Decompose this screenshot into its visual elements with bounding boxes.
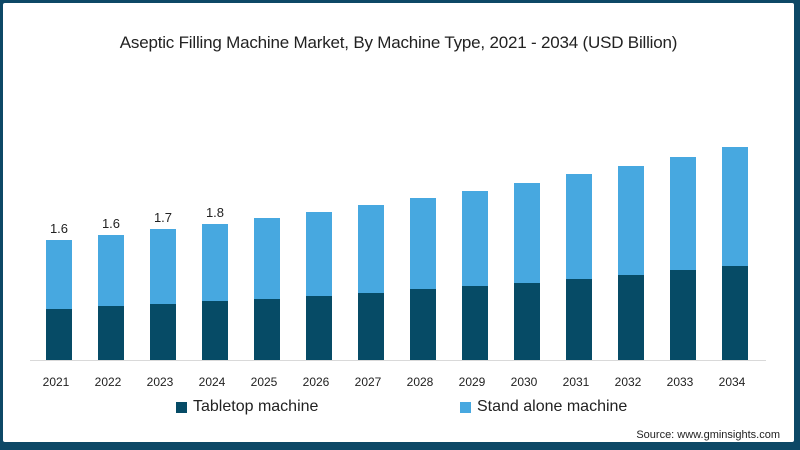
x-tick-label: 2032 (614, 375, 642, 389)
bar-segment-tabletop (566, 279, 592, 360)
source-note: Source: www.gminsights.com (636, 429, 780, 441)
x-tick-label: 2034 (718, 375, 746, 389)
bar-segment-tabletop (254, 299, 280, 360)
bar-segment-standalone (306, 212, 332, 296)
bar-2028 (410, 198, 436, 360)
bar-segment-tabletop (98, 306, 124, 360)
bar-segment-standalone (98, 235, 124, 306)
x-tick-label: 2025 (250, 375, 278, 389)
bar-segment-tabletop (722, 266, 748, 360)
bar-segment-standalone (722, 147, 748, 266)
bar-2033 (670, 157, 696, 360)
x-tick-label: 2033 (666, 375, 694, 389)
x-tick-label: 2021 (42, 375, 70, 389)
bar-2034 (722, 147, 748, 360)
bar-segment-standalone (462, 191, 488, 286)
legend-item-standalone: Stand alone machine (460, 398, 627, 416)
data-label-2023: 1.7 (153, 210, 173, 225)
data-label-2024: 1.8 (205, 205, 225, 220)
bar-segment-tabletop (202, 301, 228, 360)
bar-segment-standalone (566, 174, 592, 279)
bar-segment-tabletop (670, 270, 696, 360)
data-label-2021: 1.6 (49, 221, 69, 236)
bar-segment-tabletop (150, 304, 176, 360)
x-tick-label: 2029 (458, 375, 486, 389)
bar-2027 (358, 205, 384, 360)
x-tick-label: 2023 (146, 375, 174, 389)
x-tick-label: 2031 (562, 375, 590, 389)
bar-segment-standalone (46, 240, 72, 309)
chart-frame: Aseptic Filling Machine Market, By Machi… (3, 3, 794, 442)
plot-area: 1.6 1.6 1.7 1.8 (30, 103, 766, 361)
bar-segment-tabletop (410, 289, 436, 360)
bar-segment-tabletop (514, 283, 540, 360)
x-axis-line (30, 360, 766, 361)
bar-segment-standalone (618, 166, 644, 275)
bar-2026 (306, 212, 332, 360)
bar-2024 (202, 224, 228, 360)
bar-segment-standalone (514, 183, 540, 283)
bar-segment-standalone (670, 157, 696, 270)
bar-segment-standalone (202, 224, 228, 301)
standalone-swatch-icon (460, 401, 471, 413)
tabletop-swatch-icon (176, 401, 187, 413)
bar-segment-tabletop (618, 275, 644, 360)
bar-segment-tabletop (46, 309, 72, 360)
bar-2021 (46, 240, 72, 360)
bar-segment-standalone (410, 198, 436, 289)
bar-2023 (150, 229, 176, 360)
bar-segment-tabletop (462, 286, 488, 360)
bar-2029 (462, 191, 488, 360)
bar-segment-tabletop (306, 296, 332, 360)
bar-segment-standalone (254, 218, 280, 299)
bar-segment-tabletop (358, 293, 384, 360)
x-tick-label: 2024 (198, 375, 226, 389)
legend-item-tabletop: Tabletop machine (176, 398, 318, 416)
x-tick-label: 2028 (406, 375, 434, 389)
bar-2022 (98, 235, 124, 360)
legend-label-tabletop: Tabletop machine (193, 398, 319, 415)
x-tick-label: 2027 (354, 375, 382, 389)
bar-segment-standalone (358, 205, 384, 293)
bar-2030 (514, 183, 540, 360)
legend-label-standalone: Stand alone machine (477, 398, 628, 415)
bar-2025 (254, 218, 280, 360)
x-tick-label: 2030 (510, 375, 538, 389)
bar-segment-standalone (150, 229, 176, 304)
bar-2031 (566, 174, 592, 360)
x-tick-label: 2022 (94, 375, 122, 389)
data-label-2022: 1.6 (101, 216, 121, 231)
bar-2032 (618, 166, 644, 360)
chart-title: Aseptic Filling Machine Market, By Machi… (119, 33, 678, 52)
x-tick-label: 2026 (302, 375, 330, 389)
